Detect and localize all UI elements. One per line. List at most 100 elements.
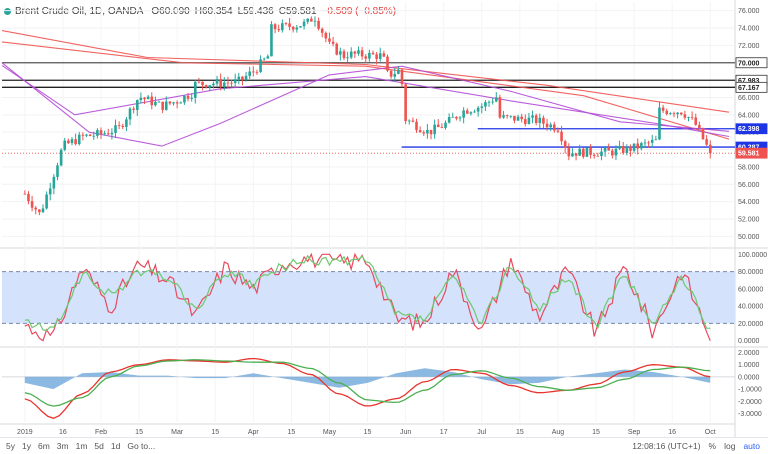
- candle-body[interactable]: [117, 125, 121, 126]
- candle-body[interactable]: [168, 101, 172, 104]
- candle-body[interactable]: [687, 117, 690, 118]
- timeframe-1m-button[interactable]: 1m: [75, 441, 88, 451]
- candle-body[interactable]: [465, 110, 469, 114]
- candle-body[interactable]: [226, 82, 230, 84]
- candle-body[interactable]: [433, 124, 436, 135]
- candle-body[interactable]: [190, 97, 193, 99]
- candle-body[interactable]: [92, 135, 96, 137]
- candle-body[interactable]: [70, 139, 74, 144]
- candle-body[interactable]: [527, 117, 531, 124]
- candle-body[interactable]: [690, 117, 694, 118]
- candle-body[interactable]: [150, 96, 154, 106]
- candle-body[interactable]: [531, 115, 534, 118]
- candle-body[interactable]: [48, 188, 52, 195]
- candle-body[interactable]: [560, 131, 563, 142]
- candle-body[interactable]: [317, 20, 320, 29]
- candle-body[interactable]: [473, 111, 476, 113]
- candle-body[interactable]: [683, 114, 687, 118]
- candle-body[interactable]: [223, 82, 226, 87]
- candle-body[interactable]: [708, 144, 712, 154]
- candle-body[interactable]: [632, 143, 636, 151]
- candle-body[interactable]: [277, 29, 280, 31]
- candle-body[interactable]: [611, 150, 614, 156]
- candle-body[interactable]: [320, 28, 324, 33]
- candle-body[interactable]: [665, 110, 669, 115]
- candle-body[interactable]: [125, 119, 128, 127]
- candle-body[interactable]: [440, 127, 444, 128]
- log-toggle[interactable]: log: [724, 441, 736, 451]
- candle-body[interactable]: [625, 146, 629, 153]
- candle-body[interactable]: [353, 51, 357, 54]
- candle-body[interactable]: [513, 115, 516, 121]
- candle-body[interactable]: [241, 76, 244, 80]
- candle-body[interactable]: [67, 140, 70, 144]
- candle-body[interactable]: [494, 97, 498, 102]
- candle-body[interactable]: [426, 129, 429, 134]
- candle-body[interactable]: [237, 76, 241, 80]
- candle-body[interactable]: [212, 83, 215, 86]
- candle-body[interactable]: [284, 23, 288, 25]
- candle-body[interactable]: [563, 141, 567, 148]
- candle-body[interactable]: [386, 56, 389, 71]
- candle-body[interactable]: [77, 134, 81, 145]
- candle-body[interactable]: [607, 147, 611, 151]
- candle-body[interactable]: [382, 53, 386, 57]
- candle-body[interactable]: [589, 147, 592, 155]
- candle-body[interactable]: [299, 26, 302, 28]
- timeframe-5y-button[interactable]: 5y: [6, 441, 15, 451]
- candle-body[interactable]: [407, 120, 411, 122]
- candle-body[interactable]: [476, 107, 480, 112]
- candle-body[interactable]: [339, 51, 342, 55]
- candle-body[interactable]: [643, 142, 647, 144]
- candle-body[interactable]: [400, 69, 404, 85]
- candle-body[interactable]: [74, 139, 77, 145]
- candle-body[interactable]: [349, 51, 353, 58]
- candle-body[interactable]: [545, 123, 549, 128]
- candle-body[interactable]: [444, 122, 447, 128]
- candle-body[interactable]: [201, 81, 204, 86]
- auto-toggle[interactable]: auto: [743, 441, 760, 451]
- candle-body[interactable]: [596, 155, 600, 157]
- candle-body[interactable]: [266, 56, 270, 59]
- candle-body[interactable]: [270, 24, 273, 57]
- candle-body[interactable]: [233, 79, 237, 83]
- candle-body[interactable]: [331, 41, 335, 44]
- candle-body[interactable]: [143, 97, 146, 100]
- candle-body[interactable]: [618, 146, 621, 149]
- candle-body[interactable]: [654, 139, 658, 141]
- candle-body[interactable]: [502, 115, 505, 118]
- candle-body[interactable]: [328, 38, 331, 42]
- candle-body[interactable]: [38, 209, 41, 213]
- candle-body[interactable]: [96, 130, 99, 136]
- candle-body[interactable]: [447, 116, 451, 123]
- timeframe-6m-button[interactable]: 6m: [37, 441, 50, 451]
- candle-body[interactable]: [164, 101, 168, 110]
- candle-body[interactable]: [553, 124, 556, 131]
- candle-body[interactable]: [179, 102, 183, 104]
- candle-body[interactable]: [603, 147, 607, 152]
- candle-body[interactable]: [45, 194, 48, 209]
- candle-body[interactable]: [30, 201, 34, 208]
- candle-body[interactable]: [248, 71, 251, 76]
- candle-body[interactable]: [281, 23, 284, 31]
- candle-body[interactable]: [669, 113, 672, 115]
- candle-body[interactable]: [397, 69, 400, 74]
- candle-body[interactable]: [614, 148, 618, 156]
- timeframe-1y-button[interactable]: 1y: [21, 441, 31, 451]
- candle-body[interactable]: [364, 56, 368, 59]
- candle-body[interactable]: [310, 18, 313, 22]
- timeframe-1d-button[interactable]: 1d: [110, 441, 121, 451]
- candle-body[interactable]: [186, 95, 190, 99]
- candle-body[interactable]: [219, 79, 222, 87]
- candle-body[interactable]: [469, 112, 473, 114]
- candle-body[interactable]: [197, 81, 201, 83]
- candle-body[interactable]: [204, 85, 208, 88]
- candle-body[interactable]: [262, 58, 266, 60]
- candle-body[interactable]: [106, 133, 110, 135]
- candle-body[interactable]: [368, 52, 371, 59]
- candle-body[interactable]: [661, 107, 665, 111]
- candle-body[interactable]: [491, 101, 494, 103]
- candle-body[interactable]: [259, 59, 262, 72]
- candle-body[interactable]: [371, 52, 375, 55]
- candle-body[interactable]: [393, 73, 397, 77]
